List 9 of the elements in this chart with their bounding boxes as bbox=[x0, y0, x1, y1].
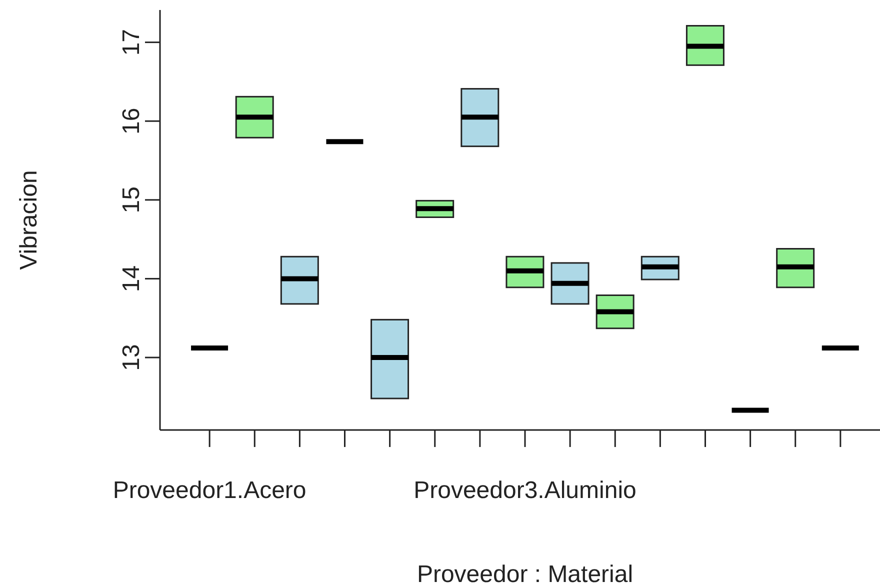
x-tick-label: Proveedor3.Aluminio bbox=[414, 477, 636, 504]
y-tick-label: 14 bbox=[118, 265, 145, 292]
y-axis-title: Vibracion bbox=[16, 170, 43, 270]
y-tick-label: 13 bbox=[118, 344, 145, 371]
y-tick-label: 17 bbox=[118, 28, 145, 56]
x-axis-title: Proveedor : Material bbox=[416, 561, 634, 584]
x-tick-label: Proveedor1.Acero bbox=[112, 477, 306, 504]
y-tick-label: 15 bbox=[118, 186, 145, 214]
y-tick-label: 16 bbox=[118, 108, 145, 134]
